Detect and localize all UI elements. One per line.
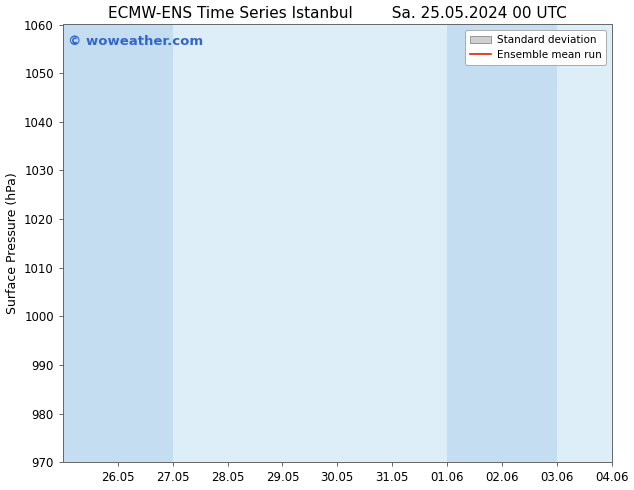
Y-axis label: Surface Pressure (hPa): Surface Pressure (hPa) — [6, 172, 18, 314]
Title: ECMW-ENS Time Series Istanbul        Sa. 25.05.2024 00 UTC: ECMW-ENS Time Series Istanbul Sa. 25.05.… — [108, 5, 567, 21]
Bar — [447, 24, 557, 463]
Text: © woweather.com: © woweather.com — [68, 35, 204, 49]
Legend: Standard deviation, Ensemble mean run: Standard deviation, Ensemble mean run — [465, 30, 607, 65]
Bar — [63, 24, 172, 463]
